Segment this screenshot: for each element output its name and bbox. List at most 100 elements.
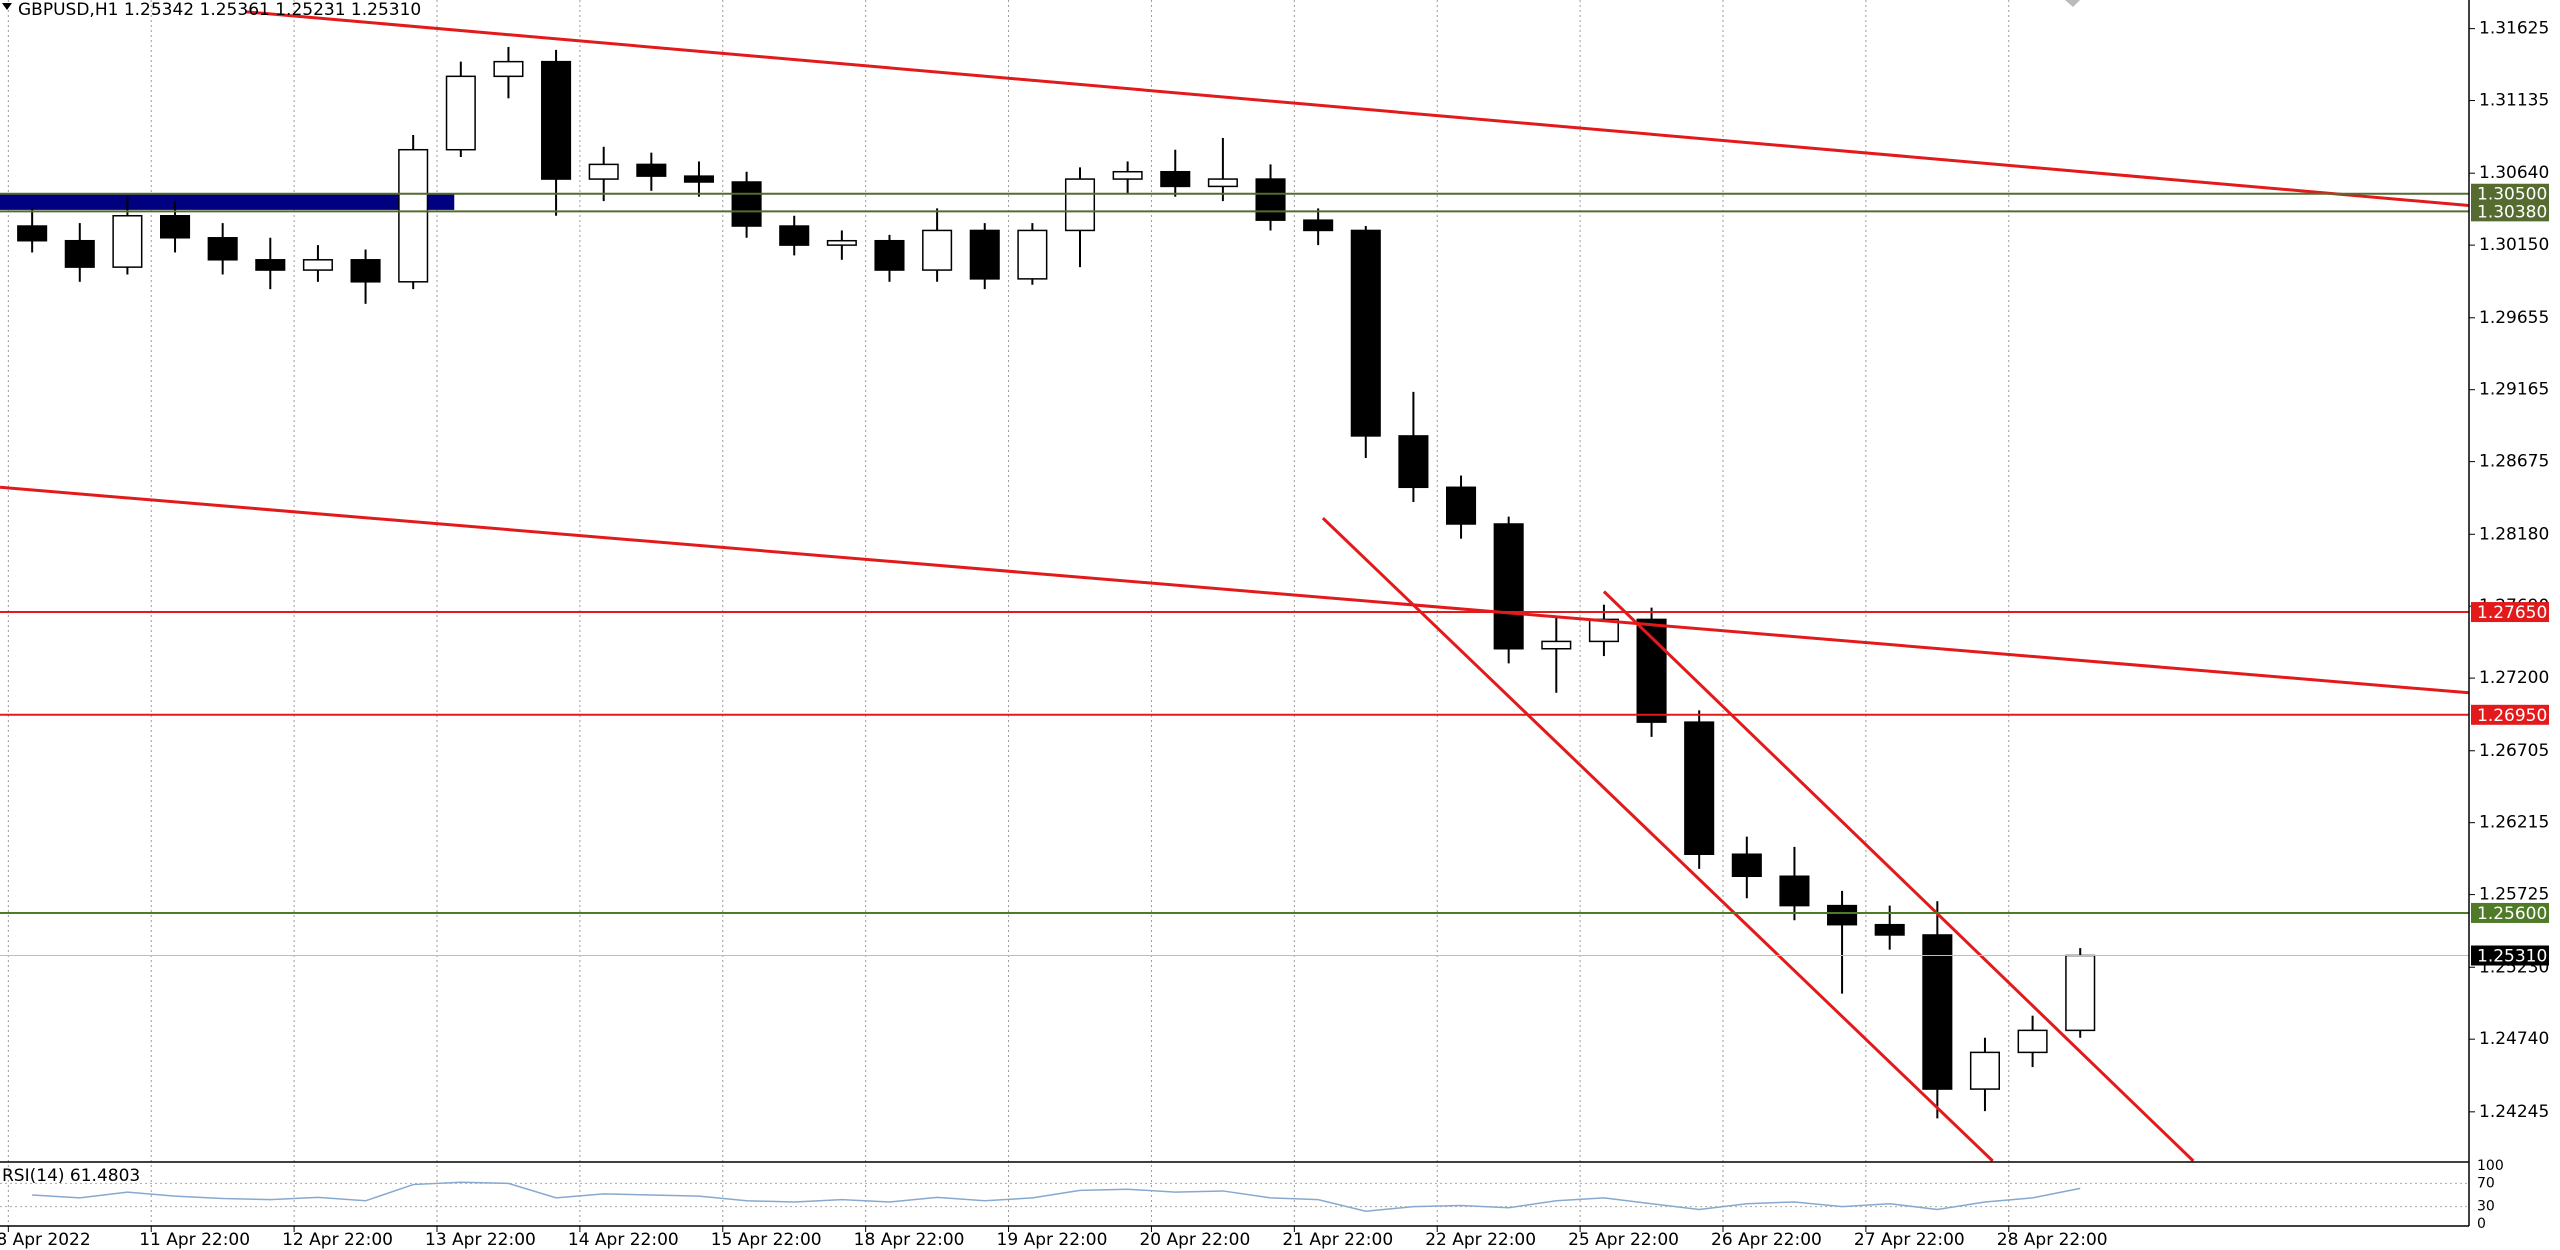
candle-body [1684,721,1715,855]
y-tick-label: 1.28675 [2479,452,2549,472]
level-label: 1.25600 [2477,904,2547,924]
y-tick-label: 1.28180 [2479,524,2549,544]
candle-body [17,225,48,242]
candle-body [207,237,238,261]
y-tick-label: 1.30640 [2479,163,2549,183]
level-label: 1.25310 [2477,947,2547,967]
candle-body [159,215,191,239]
candle-body [493,60,524,78]
level-label-box [2471,602,2549,623]
candle-body [64,239,95,268]
candle-body [1541,640,1572,650]
level-label: 1.26950 [2477,706,2547,726]
indicator-tick-label: 30 [2477,1199,2495,1215]
x-tick-label: 11 Apr 22:00 [139,1230,250,1250]
candle-body [1350,229,1381,437]
x-tick-label: 12 Apr 22:00 [282,1230,393,1250]
x-tick-label: 18 Apr 22:00 [854,1230,965,1250]
x-tick-label: 8 Apr 2022 [0,1230,91,1250]
level-label-box [2471,201,2549,222]
trendline [1321,517,1994,1163]
candle-body [398,148,429,283]
candle-body [1160,170,1191,188]
level-label: 1.30500 [2477,185,2547,205]
y-tick-label: 1.31625 [2479,19,2549,39]
y-tick-label: 1.29655 [2479,308,2549,328]
candle-body [731,181,762,227]
trendline [0,485,2470,695]
y-tick-label: 1.27200 [2479,668,2549,688]
x-tick-label: 27 Apr 22:00 [1854,1230,1965,1250]
candle-body [826,239,857,246]
candle-body [1827,904,1858,926]
candle-body [1969,1051,2001,1090]
indicator-tick-label: 0 [2477,1216,2486,1232]
candle-body [302,259,333,271]
candle-body [2065,954,2096,1032]
candle-body [1874,923,1905,936]
candle-body [1922,934,1953,1090]
x-tick-label: 28 Apr 22:00 [1997,1230,2108,1250]
candle-body [1493,523,1524,650]
candle-body [1112,170,1143,180]
chart-title: GBPUSD,H1 1.25342 1.25361 1.25231 1.2531… [18,0,421,20]
candle-body [1017,229,1048,280]
candle-body [1398,435,1429,489]
x-tick-label: 22 Apr 22:00 [1425,1230,1536,1250]
x-tick-label: 21 Apr 22:00 [1282,1230,1393,1250]
y-tick-label: 1.29165 [2479,380,2549,400]
y-tick-label: 1.26215 [2479,813,2549,833]
grid [0,0,2469,1226]
y-tick-label: 1.30150 [2479,235,2549,255]
level-label-box [2471,183,2549,204]
candle-body [541,60,572,180]
candle-body [350,259,381,283]
y-tick-label: 1.25725 [2479,885,2549,905]
level-label-box [2471,704,2549,725]
level-label: 1.27650 [2477,603,2547,623]
y-tick-label: 1.24740 [2479,1029,2549,1049]
candle-body [874,239,905,271]
candle-body [683,175,715,183]
indicator-line [32,1181,2081,1212]
candle-body [1303,219,1334,232]
candle-body [1445,486,1477,525]
candle-body [1731,853,1762,878]
level-label: 1.30380 [2477,202,2547,222]
trendline [245,10,2470,207]
indicator-tick-label: 70 [2477,1175,2495,1191]
candle-body [1779,875,1810,907]
candle-body [636,163,667,177]
candle-body [2017,1029,2048,1054]
candle-body [255,259,286,271]
y-tick-label: 1.24245 [2479,1102,2549,1122]
candle-body [1636,618,1667,723]
scroll-marker [2065,0,2080,7]
indicator-tick-label: 100 [2477,1158,2504,1174]
menu-arrow[interactable] [2,3,12,10]
candle-body [969,229,1000,280]
x-tick-label: 25 Apr 22:00 [1568,1230,1679,1250]
trendline [1602,590,2195,1163]
x-tick-label: 26 Apr 22:00 [1711,1230,1822,1250]
x-tick-label: 13 Apr 22:00 [425,1230,536,1250]
level-label-box [2471,902,2549,923]
candle-body [779,225,810,246]
candle-body [1207,178,1238,188]
x-tick-label: 19 Apr 22:00 [997,1230,1108,1250]
plot [0,10,2470,1212]
level-label-box [2471,945,2549,966]
candle-body [112,215,143,268]
candle-body [1064,178,1096,232]
x-tick-label: 14 Apr 22:00 [568,1230,679,1250]
indicator-title: RSI(14) 61.4803 [2,1166,140,1186]
x-tick-label: 20 Apr 22:00 [1139,1230,1250,1250]
zone [0,193,455,210]
candle-body [1255,178,1286,221]
candle-body [588,163,619,180]
y-tick-label: 1.31135 [2479,91,2549,111]
x-tick-label: 15 Apr 22:00 [711,1230,822,1250]
candle-body [445,75,476,151]
